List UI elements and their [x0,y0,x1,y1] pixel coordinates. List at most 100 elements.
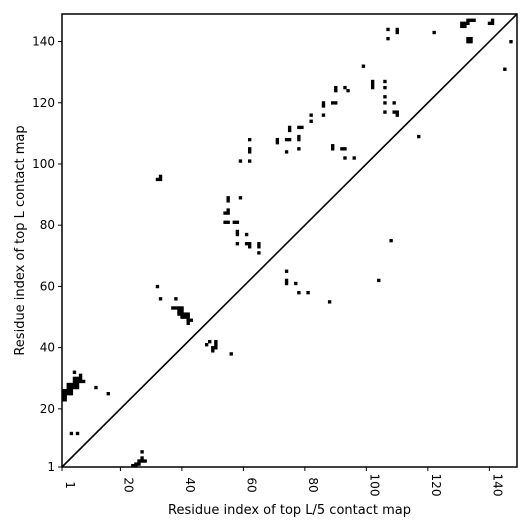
contact-point-lower [69,382,74,387]
contact-point-lower [174,297,178,301]
contact-point-upper [284,150,289,154]
contact-point-upper [331,101,335,105]
contact-point-upper [370,79,375,84]
contact-point-upper [248,242,252,246]
contact-point-upper [417,134,421,139]
contact-point-upper [395,113,399,117]
contact-point-upper [383,79,387,84]
contact-point-upper [226,220,230,224]
contact-point-upper [309,119,313,123]
contact-point-upper [275,141,280,145]
contact-point-upper [287,125,292,130]
contact-point-upper [472,18,476,22]
contact-point-lower [189,318,193,322]
contact-point-upper [235,229,240,234]
y-tick-label: 40 [40,341,55,355]
contact-point-lower [294,281,298,286]
contact-point-upper [469,40,473,44]
contact-point-lower [158,297,163,301]
contact-point-lower [69,431,74,436]
contact-point-lower [171,306,175,310]
x-tick-label: 80 [306,477,320,492]
contact-point-lower [75,376,80,381]
contact-point-lower [63,395,67,399]
contact-point-upper [469,18,473,22]
contact-point-lower [214,343,218,347]
contact-point-upper [466,18,470,22]
contact-point-lower [75,379,80,384]
x-tick-label: 60 [244,477,258,492]
x-tick-label: 20 [121,477,135,492]
contact-points [62,18,513,468]
x-axis-ticks: 1 20 40 60 80 100 120 140 [61,467,504,497]
contact-point-upper [297,147,301,151]
contact-point-upper [297,125,301,130]
contact-point-upper [248,150,252,154]
contact-point-upper [235,220,240,224]
contact-point-upper [460,24,464,29]
contact-point-upper [487,21,492,26]
contact-point-upper [235,232,240,237]
contact-point-lower [69,385,74,390]
contact-point-lower [72,376,77,381]
contact-point-lower [211,346,215,350]
contact-point-upper [346,88,350,93]
contact-point-upper [503,67,507,71]
plot-frame [61,13,518,468]
contact-point-lower [214,339,218,344]
contact-point-upper [395,27,399,32]
contact-point-upper [392,101,396,105]
contact-point-upper [223,211,227,215]
contact-point-upper [257,245,261,249]
contact-point-upper [226,196,230,200]
contact-point-upper [238,159,243,163]
contact-point-upper [235,242,240,246]
contact-point-upper [226,208,230,212]
contact-point-upper [490,21,495,26]
contact-point-lower [94,385,98,390]
contact-point-lower [186,315,190,319]
contact-point-upper [370,85,375,90]
contact-point-upper [432,30,436,35]
contact-point-lower [63,388,67,393]
contact-point-upper [343,156,347,160]
contact-point-lower [63,392,67,396]
contact-point-upper [244,232,249,237]
contact-point-upper [466,21,470,26]
contact-point-lower [134,462,138,466]
contact-point-lower [140,459,144,463]
contact-point-upper [509,40,513,44]
contact-point-upper [321,101,326,105]
contact-point-lower [75,385,80,390]
contact-point-upper [321,113,326,117]
contact-point-lower [180,315,184,319]
contact-point-lower [78,373,83,378]
contact-point-upper [463,24,467,29]
contact-point-upper [395,30,399,35]
x-tick-label: 100 [367,474,381,497]
contact-point-upper [392,110,396,114]
y-tick-label: 20 [40,402,55,416]
contact-point-lower [131,463,135,468]
contact-point-upper [343,85,347,90]
contact-point-upper [309,113,313,117]
contact-point-lower [174,306,178,310]
contact-point-lower [284,281,289,286]
contact-point-lower [72,385,77,390]
contact-point-upper [352,156,356,160]
contact-point-lower [66,392,70,396]
contact-point-lower [389,238,393,243]
contact-point-lower [66,385,70,390]
contact-point-lower [155,284,160,289]
contact-point-upper [460,21,464,26]
contact-point-lower [63,398,67,402]
contact-point-upper [238,196,243,200]
contact-point-lower [78,376,83,381]
contact-point-lower [66,382,70,387]
x-axis-label: Residue index of top L/5 contact map [168,503,411,518]
contact-point-upper [343,147,347,151]
contact-point-upper [232,220,236,224]
contact-point-lower [137,459,141,463]
y-tick-label: 1 [47,460,55,474]
x-tick-label: 1 [63,481,77,489]
